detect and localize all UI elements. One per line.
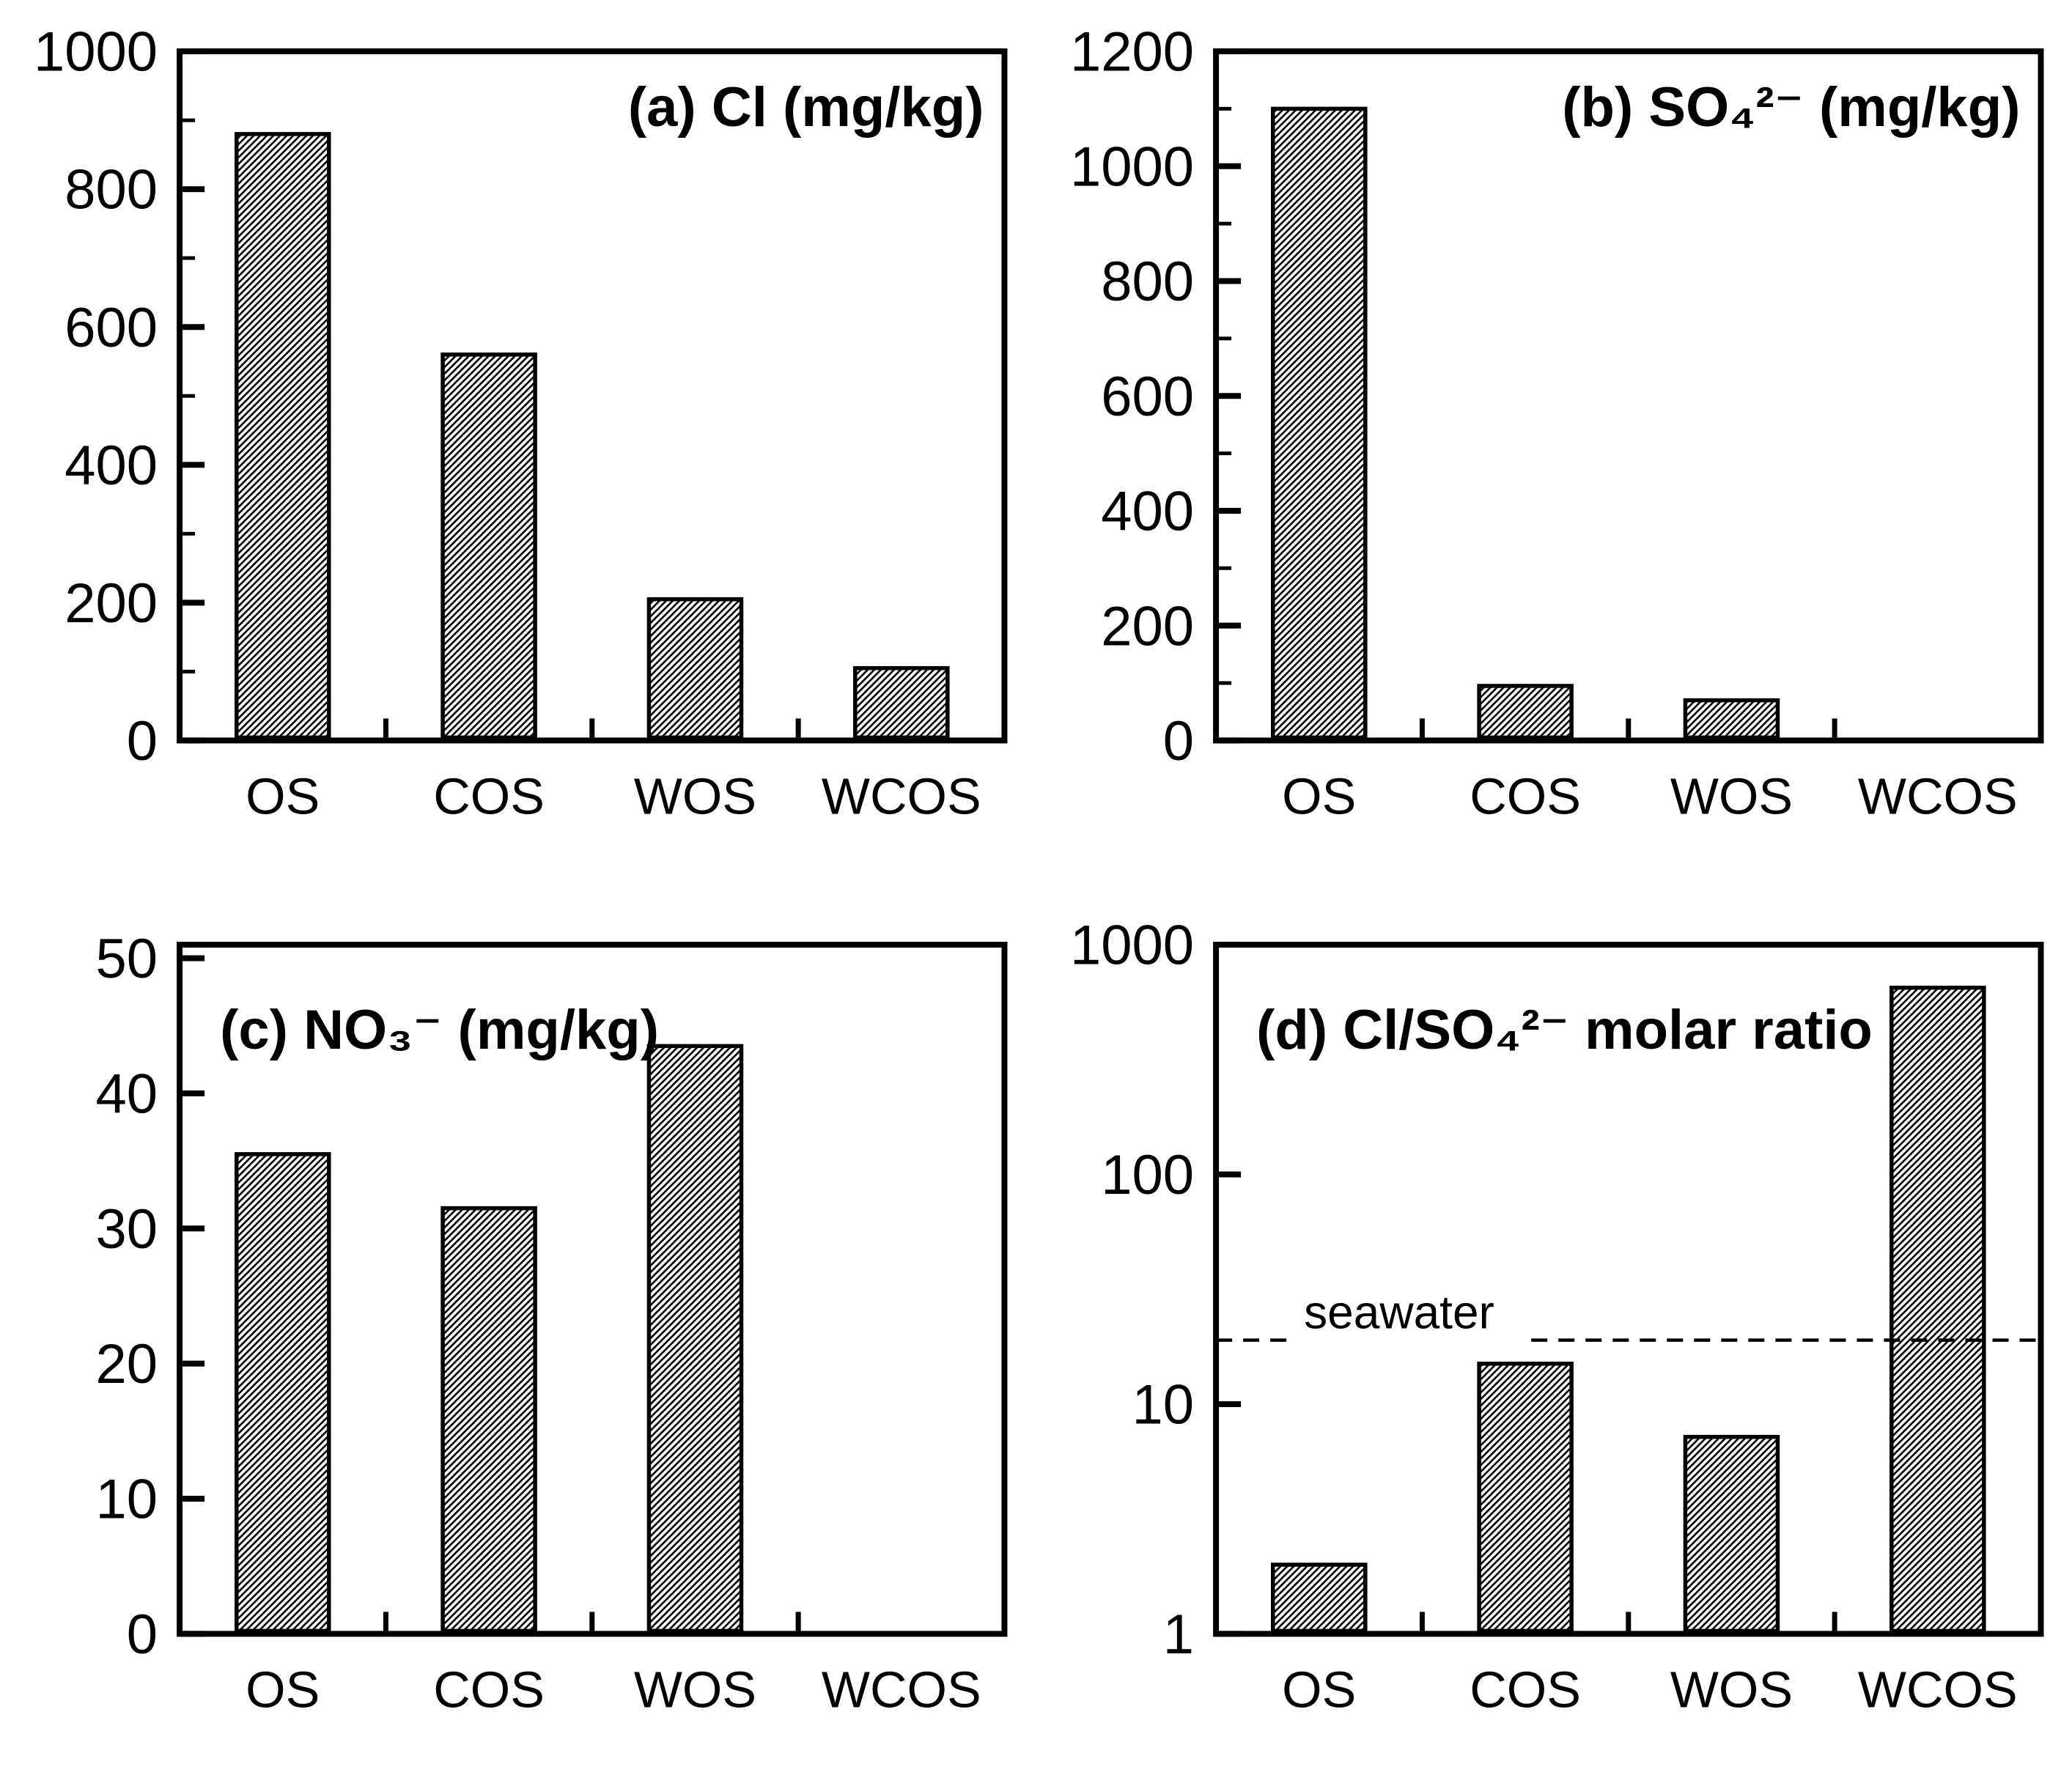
y-tick-label: 1200 bbox=[1069, 21, 1193, 84]
y-tick-label: 400 bbox=[1101, 481, 1194, 543]
y-tick-label: 0 bbox=[1162, 710, 1193, 772]
category-label-WCOS: WCOS bbox=[1857, 1661, 2017, 1718]
category-label-WCOS: WCOS bbox=[822, 1661, 981, 1718]
y-tick-label: 200 bbox=[1101, 595, 1194, 657]
bar-OS bbox=[234, 1151, 331, 1633]
y-tick-label: 600 bbox=[64, 297, 158, 359]
y-tick-label: 20 bbox=[96, 1333, 158, 1395]
category-label-WOS: WOS bbox=[1670, 1661, 1792, 1718]
panel-c-nitrate: 0 10 20 30 40 50 OS COS WOS WCOS (c) NO₃⁻ (mg/kg) bbox=[0, 893, 1036, 1786]
chart-a-cl-bar-chart: 0 200 400 600 800 1000 OS COS WOS WCOS (a) Cl (mg/… bbox=[34, 21, 1008, 824]
panel-title: (d) Cl/SO₄²⁻ molar ratio bbox=[1256, 999, 1873, 1061]
y-tick-label: 10 bbox=[1132, 1373, 1194, 1436]
seawater-label: seawater bbox=[1304, 1285, 1494, 1338]
y-tick-label: 1000 bbox=[1069, 136, 1193, 198]
category-label-WOS: WOS bbox=[634, 767, 756, 824]
bar-COS bbox=[1476, 684, 1574, 740]
bar-WOS bbox=[646, 597, 744, 740]
y-tick-label: 1 bbox=[1162, 1604, 1193, 1666]
category-label-OS: OS bbox=[246, 1661, 320, 1718]
bar-WOS bbox=[646, 1044, 744, 1633]
chart-d-cl-so4-ratio-bar-chart: 1 10 100 1000 OS COS WOS WCOS seawater (d) Cl/SO₄… bbox=[1069, 914, 2043, 1718]
bar-WCOS bbox=[1889, 985, 1986, 1633]
category-label-WCOS: WCOS bbox=[1857, 767, 2017, 824]
y-tick-label: 10 bbox=[96, 1468, 158, 1530]
category-label-OS: OS bbox=[1282, 767, 1356, 824]
y-tick-label: 0 bbox=[127, 1604, 158, 1666]
chart-c-no3-bar-chart: 0 10 20 30 40 50 OS COS WOS WCOS (c) NO₃⁻ (mg/kg) bbox=[96, 928, 1008, 1718]
y-tick-label: 1000 bbox=[34, 21, 158, 84]
bar-OS bbox=[1270, 106, 1368, 740]
category-label-WOS: WOS bbox=[1670, 767, 1792, 824]
y-tick-label: 100 bbox=[1101, 1144, 1194, 1206]
chart-b-so4-bar-chart: 0 200 400 600 800 1000 1200 OS COS WOS WCOS (b) SO₄… bbox=[1069, 21, 2043, 824]
panel-b-sulfate: 0 200 400 600 800 1000 1200 OS COS WOS WCOS (b) SO₄… bbox=[1036, 0, 2072, 893]
bar-WOS bbox=[1683, 698, 1780, 740]
plot-frame bbox=[177, 941, 1008, 1636]
plot-frame bbox=[1212, 48, 2043, 744]
panel-a-chloride: 0 200 400 600 800 1000 OS COS WOS WCOS (a) Cl (mg/… bbox=[0, 0, 1036, 893]
plot-frame bbox=[177, 48, 1008, 744]
y-tick-label: 200 bbox=[64, 572, 158, 635]
category-label-WCOS: WCOS bbox=[822, 767, 981, 824]
y-tick-label: 1000 bbox=[1069, 914, 1193, 976]
bar-OS bbox=[1270, 1562, 1368, 1633]
category-label-OS: OS bbox=[1282, 1661, 1356, 1718]
y-tick-label: 40 bbox=[96, 1063, 158, 1125]
y-tick-label: 0 bbox=[127, 710, 158, 772]
bar-COS bbox=[1476, 1361, 1574, 1633]
panel-title: (a) Cl (mg/kg) bbox=[628, 76, 984, 139]
category-label-WOS: WOS bbox=[634, 1661, 756, 1718]
category-label-OS: OS bbox=[246, 767, 320, 824]
category-label-COS: COS bbox=[1470, 767, 1581, 824]
panel-title: (b) SO₄²⁻ (mg/kg) bbox=[1562, 76, 2020, 139]
bar-COS bbox=[440, 353, 537, 740]
y-tick-label: 400 bbox=[64, 435, 158, 497]
y-tick-label: 50 bbox=[96, 928, 158, 990]
plot-frame bbox=[1212, 941, 2043, 1636]
y-tick-label: 30 bbox=[96, 1198, 158, 1260]
category-label-COS: COS bbox=[433, 767, 545, 824]
bar-COS bbox=[440, 1206, 537, 1633]
category-label-COS: COS bbox=[433, 1661, 545, 1718]
bar-OS bbox=[234, 132, 331, 740]
y-tick-label: 800 bbox=[64, 159, 158, 221]
panel-d-molar-ratio: 1 10 100 1000 OS COS WOS WCOS seawater (d) Cl/SO₄… bbox=[1036, 893, 2072, 1786]
y-tick-label: 800 bbox=[1101, 251, 1194, 313]
y-tick-label: 600 bbox=[1101, 366, 1194, 428]
bar-WCOS bbox=[853, 665, 950, 740]
panel-title: (c) NO₃⁻ (mg/kg) bbox=[220, 999, 659, 1061]
category-label-COS: COS bbox=[1470, 1661, 1581, 1718]
bar-WOS bbox=[1683, 1434, 1780, 1633]
